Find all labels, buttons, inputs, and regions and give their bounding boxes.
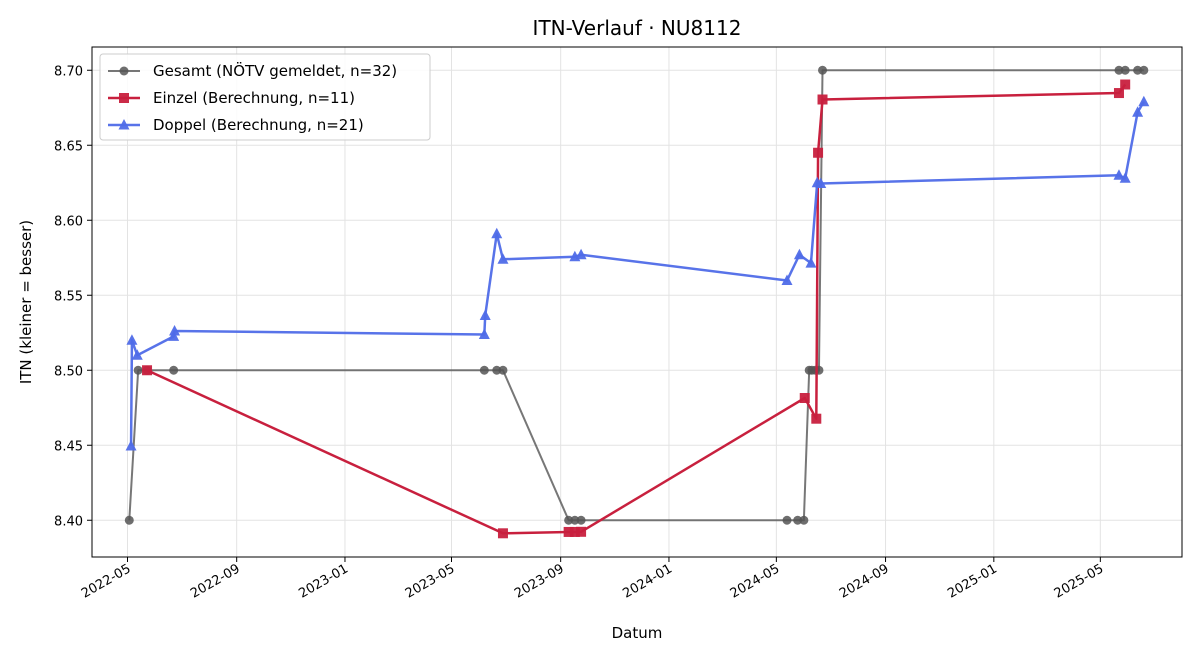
series-line [128,69,1144,522]
y-tick-label: 8.60 [54,214,83,229]
data-point [811,413,822,424]
legend: Gesamt (NÖTV gemeldet, n=32) Einzel (Bere… [99,53,431,141]
data-point [492,365,502,375]
data-point [576,526,587,537]
data-point [479,309,491,320]
x-axis-title: Datum [612,624,663,642]
data-point [813,147,824,158]
legend-marker [119,66,129,76]
data-point [478,328,490,340]
y-tick-label: 8.50 [54,364,83,379]
data-point [576,515,586,525]
data-point [793,248,805,260]
data-point [1119,172,1131,183]
y-tick-label: 8.55 [54,289,83,304]
data-point [497,253,509,264]
x-axis: 2022-05 2022-09 2023-01 2023-05 2023-09 2024-… [79,557,1106,602]
data-point [569,526,580,537]
series-line [129,101,1145,447]
data-point [491,227,503,239]
x-tick-label: 2025-05 [1052,561,1107,601]
data-point [564,515,574,525]
x-tick-label: 2023-05 [403,561,458,601]
data-point [793,515,803,525]
x-tick-label: 2024-09 [837,561,892,601]
y-tick-label: 8.40 [54,514,83,529]
plot-frame [91,46,1183,558]
data-point [133,365,143,375]
data-point [570,515,580,525]
series-3 [125,95,1150,451]
series-line [146,83,1127,535]
data-point [169,365,179,375]
data-point [815,177,827,188]
data-point [799,393,810,403]
data-point [1133,65,1143,75]
data-point [1114,65,1124,75]
legend-label: Gesamt (NÖTV gemeldet, n=32) [153,61,397,80]
x-tick-label: 2022-09 [188,561,243,601]
y-tick-label: 8.65 [54,139,83,154]
y-tick-label: 8.45 [54,439,83,454]
data-point [125,440,137,451]
data-point [126,334,138,345]
legend-marker [119,93,129,103]
x-tick-label: 2024-01 [620,561,675,601]
legend-label: Einzel (Berechnung, n=11) [153,89,355,107]
data-point [799,515,809,525]
data-point [479,365,489,375]
chart-title: ITN-Verlauf · NU8112 [533,16,742,40]
data-point [168,330,180,341]
x-tick-label: 2023-09 [512,561,567,601]
x-tick-label: 2023-01 [296,561,351,601]
data-point [817,94,828,105]
data-point [782,515,792,525]
data-point [781,274,793,286]
data-point [1132,106,1144,117]
legend-frame [99,53,431,141]
series-2 [142,79,1131,539]
data-point [1138,95,1150,107]
y-tick-label: 8.70 [54,64,83,79]
data-point [1113,88,1124,99]
y-axis-title: ITN (kleiner = besser) [17,220,35,384]
series-layer [124,65,1150,539]
x-tick-label: 2025-01 [945,561,1000,601]
x-tick-label: 2024-05 [728,561,783,601]
data-point [563,526,574,537]
data-point [1120,65,1130,75]
data-point [131,349,143,360]
data-point [818,65,828,75]
data-point [575,248,587,260]
data-point [124,515,134,525]
data-point [498,365,508,375]
data-point [497,528,508,539]
data-point [169,324,181,336]
y-axis: 8.40 8.45 8.50 8.55 8.60 8.65 8.70 [54,64,92,529]
x-tick-label: 2022-05 [79,561,134,601]
data-point [1113,169,1125,180]
data-point [1120,79,1131,90]
data-point [1139,65,1149,75]
data-point [142,365,153,376]
legend-label: Doppel (Berechnung, n=21) [153,116,364,134]
data-point [805,257,817,268]
legend-marker [118,119,130,130]
